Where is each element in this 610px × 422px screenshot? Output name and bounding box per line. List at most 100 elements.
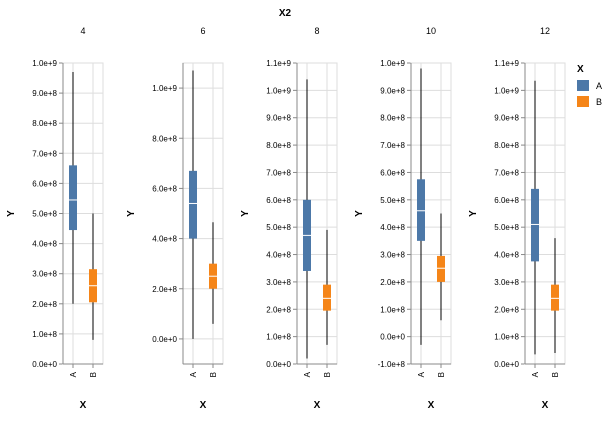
y-tick-label: 8.0e+8: [494, 141, 519, 150]
y-tick-label: 4.0e+8: [32, 240, 57, 249]
x-axis-title: X: [80, 400, 87, 411]
y-tick-label: 7.0e+8: [494, 168, 519, 177]
x-tick-label: B: [323, 372, 332, 377]
box-A: [417, 68, 425, 345]
y-tick-label: 9.0e+8: [32, 89, 57, 98]
x-tick-label: A: [303, 371, 312, 377]
box-B: [437, 213, 445, 321]
legend-swatch-A: [577, 80, 589, 91]
chart-title: X2: [279, 8, 292, 19]
y-tick-label: -1.0e+8: [378, 360, 406, 369]
facet-panel-12: 12 0.0e+0 1.0e+8 2.0e+8 3.0e+8 4.0e+8 5.0e+8 6.…: [468, 26, 566, 411]
x-tick-label: A: [531, 371, 540, 377]
legend-entries: AB: [577, 80, 602, 107]
y-tick-label: 2.0e+8: [152, 285, 177, 294]
y-tick-label: 4.0e+8: [494, 251, 519, 260]
y-tick-label: 3.0e+8: [266, 278, 291, 287]
facet-label: 10: [426, 26, 436, 36]
y-tick-label: 1.0e+9: [380, 59, 405, 68]
x-tick-label: A: [417, 371, 426, 377]
facet-label: 6: [200, 26, 205, 36]
y-tick-label: 4.0e+8: [380, 223, 405, 232]
y-tick-label: 6.0e+8: [32, 179, 57, 188]
x-tick-label: B: [551, 372, 560, 377]
y-tick-label: 2.0e+8: [266, 305, 291, 314]
legend-label-B: B: [596, 97, 602, 107]
box-iqr: [189, 170, 197, 239]
box-iqr: [417, 179, 425, 241]
y-tick-label: 7.0e+8: [32, 149, 57, 158]
y-tick-label: 1.0e+8: [380, 305, 405, 314]
y-tick-label: 5.0e+8: [32, 210, 57, 219]
y-tick-label: 1.0e+9: [494, 86, 519, 95]
x-tick-label: B: [437, 372, 446, 377]
box-A: [303, 79, 311, 359]
facet-panel-10: 10 -1.0e+8 0.0e+0 1.0e+8 2.0e+8 3.0e+8 4.0e+8 5…: [354, 26, 452, 411]
y-tick-label: 4.0e+8: [152, 235, 177, 244]
y-axis-title: Y: [354, 210, 365, 217]
x-axis-title: X: [428, 400, 435, 411]
y-tick-label: 8.0e+8: [380, 114, 405, 123]
y-tick-label: 9.0e+8: [494, 114, 519, 123]
y-tick-label: 0.0e+0: [32, 360, 57, 369]
y-tick-label: 7.0e+8: [380, 141, 405, 150]
y-tick-label: 3.0e+8: [32, 270, 57, 279]
x-tick-label: A: [69, 371, 78, 377]
y-tick-label: 0.0e+0: [380, 333, 405, 342]
y-tick-label: 1.0e+8: [494, 333, 519, 342]
box-iqr: [437, 255, 445, 282]
y-axis-title: Y: [468, 210, 479, 217]
facet-panels: 4 0.0e+0 1.0e+8 2.0e+8 3.0e+8 4.0e+8 5.0e+8 6.0…: [6, 26, 566, 411]
box-iqr: [551, 284, 559, 311]
facet-panel-4: 4 0.0e+0 1.0e+8 2.0e+8 3.0e+8 4.0e+8 5.0e+8 6.0…: [6, 26, 104, 411]
box-A: [69, 72, 77, 304]
y-tick-label: 7.0e+8: [266, 168, 291, 177]
y-tick-label: 4.0e+8: [266, 251, 291, 260]
box-A: [189, 70, 197, 339]
y-axis-title: Y: [126, 210, 137, 217]
box-iqr: [323, 284, 331, 311]
y-tick-label: 1.0e+8: [32, 330, 57, 339]
x-axis-title: X: [542, 400, 549, 411]
box-B: [89, 213, 97, 340]
legend: X AB: [577, 64, 602, 107]
y-tick-label: 1.1e+9: [266, 59, 291, 68]
box-A: [531, 80, 539, 355]
facet-label: 8: [314, 26, 319, 36]
facet-label: 12: [540, 26, 550, 36]
x-axis-title: X: [314, 400, 321, 411]
y-tick-label: 8.0e+8: [32, 119, 57, 128]
y-tick-label: 0.0e+0: [266, 360, 291, 369]
box-iqr: [69, 165, 77, 231]
y-tick-label: 0.0e+0: [152, 335, 177, 344]
y-tick-label: 2.0e+8: [494, 305, 519, 314]
y-tick-label: 6.0e+8: [266, 196, 291, 205]
y-tick-label: 6.0e+8: [380, 168, 405, 177]
y-tick-label: 1.0e+9: [266, 86, 291, 95]
legend-swatch-B: [577, 96, 589, 107]
y-tick-label: 2.0e+8: [380, 278, 405, 287]
y-tick-label: 5.0e+8: [494, 223, 519, 232]
x-tick-label: B: [89, 372, 98, 377]
y-axis-title: Y: [6, 210, 17, 217]
facet-label: 4: [80, 26, 85, 36]
x-tick-label: A: [189, 371, 198, 377]
y-tick-label: 5.0e+8: [380, 196, 405, 205]
box-B: [551, 238, 559, 354]
legend-title: X: [577, 64, 584, 75]
x-tick-label: B: [209, 372, 218, 377]
y-tick-label: 1.0e+9: [32, 59, 57, 68]
y-tick-label: 6.0e+8: [152, 184, 177, 193]
y-tick-label: 8.0e+8: [266, 141, 291, 150]
y-tick-label: 5.0e+8: [266, 223, 291, 232]
box-B: [323, 229, 331, 345]
x-axis-title: X: [200, 400, 207, 411]
y-tick-label: 3.0e+8: [380, 251, 405, 260]
y-tick-label: 3.0e+8: [494, 278, 519, 287]
y-tick-label: 0.0e+0: [494, 360, 519, 369]
y-tick-label: 2.0e+8: [32, 300, 57, 309]
y-tick-label: 9.0e+8: [380, 86, 405, 95]
box-iqr: [531, 188, 539, 262]
legend-label-A: A: [596, 81, 602, 91]
